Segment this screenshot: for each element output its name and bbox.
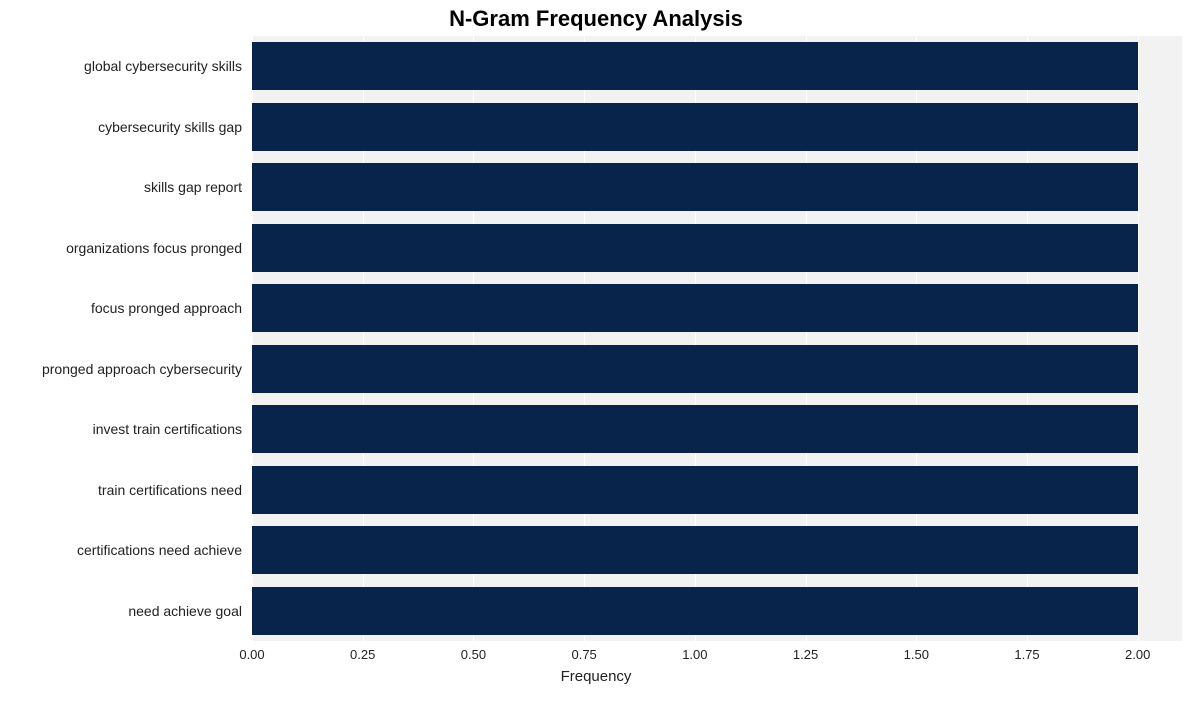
bar (252, 526, 1138, 574)
x-tick-label: 0.50 (461, 647, 486, 662)
bar (252, 466, 1138, 514)
bar (252, 345, 1138, 393)
bar (252, 163, 1138, 211)
y-tick-label: skills gap report (2, 179, 242, 195)
x-tick-label: 0.75 (571, 647, 596, 662)
chart-title: N-Gram Frequency Analysis (0, 6, 1192, 32)
bar (252, 224, 1138, 272)
bar (252, 42, 1138, 90)
x-axis-title: Frequency (0, 668, 1192, 685)
x-tick-label: 1.50 (904, 647, 929, 662)
x-gridline (1138, 36, 1139, 641)
y-tick-label: pronged approach cybersecurity (2, 361, 242, 377)
x-tick-label: 1.00 (682, 647, 707, 662)
y-tick-label: need achieve goal (2, 603, 242, 619)
x-tick-label: 1.75 (1014, 647, 1039, 662)
y-tick-label: focus pronged approach (2, 300, 242, 316)
x-tick-label: 1.25 (793, 647, 818, 662)
y-tick-label: organizations focus pronged (2, 240, 242, 256)
bar (252, 587, 1138, 635)
bar (252, 405, 1138, 453)
y-tick-label: cybersecurity skills gap (2, 119, 242, 135)
y-tick-label: global cybersecurity skills (2, 58, 242, 74)
y-tick-label: train certifications need (2, 482, 242, 498)
bar (252, 103, 1138, 151)
x-tick-label: 0.25 (350, 647, 375, 662)
y-tick-label: invest train certifications (2, 421, 242, 437)
x-tick-label: 0.00 (239, 647, 264, 662)
bar (252, 284, 1138, 332)
y-tick-label: certifications need achieve (2, 542, 242, 558)
x-tick-label: 2.00 (1125, 647, 1150, 662)
plot-area (252, 36, 1182, 641)
ngram-chart: N-Gram Frequency Analysis global cyberse… (0, 0, 1192, 701)
